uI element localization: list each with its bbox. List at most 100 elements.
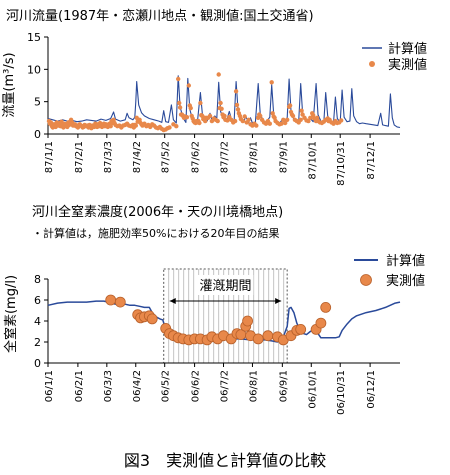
c1-x-tick-label: 87/10/1 [307,141,318,180]
c1-measured-point [186,83,191,88]
c1-y-tick-label: 0 [34,128,41,141]
c2-measured-point [315,317,327,329]
c1-measured-point [299,108,304,113]
c1-measured-point [290,113,296,119]
c2-x-tick-label: 06/8/1 [248,370,259,402]
c2-x-tick-label: 06/6/2 [191,370,202,402]
c2-x-tick-label: 06/5/2 [161,370,172,402]
figure-caption: 図3 実測値と計算値の比較 [124,451,326,470]
c1-measured-point [339,118,344,123]
c1-measured-point [254,123,259,128]
c2-y-tick-label: 6 [34,294,41,307]
c1-x-tick-label: 87/7/2 [220,141,231,173]
c1-measured-point [108,124,113,129]
c2-x-tick-label: 06/9/1 [278,370,289,402]
chart1-title: 河川流量(1987年・恋瀬川地点・観測値:国土交通省) [6,8,314,24]
c1-measured-point [218,100,223,106]
c1-measured-point [198,100,203,106]
c2-measured-point [320,301,332,313]
chart2-legend: 計算値 実測値 [354,253,425,289]
c1-measured-point [222,113,227,119]
c2-x-tick-label: 06/10/31 [336,370,347,415]
c1-measured-point [287,103,293,108]
c1-x-tick-label: 87/2/1 [74,141,85,173]
c1-measured-point [133,123,138,128]
c1-measured-point [203,118,208,124]
c1-measured-point [298,117,303,123]
c1-measured-point [167,125,172,130]
c1-measured-point [232,118,238,124]
c1-x-tick-label: 87/4/2 [132,141,143,173]
c2-x-tick-label: 06/10/1 [307,370,318,409]
c2-x-tick-label: 06/3/3 [103,370,114,402]
chart2-legend-calc-label: 計算値 [386,253,425,269]
c1-measured-point [233,89,239,94]
c1-measured-point [311,113,316,118]
c1-measured-point [197,120,202,126]
c2-x-tick-label: 06/4/2 [132,370,143,402]
c1-measured-point [272,115,277,121]
c1-measured-point [300,112,305,117]
c1-measured-point [314,115,320,121]
c2-measured-point [105,294,117,306]
c2-measured-point [146,313,158,325]
c2-measured-point [295,323,307,335]
c1-y-tick-label: 5 [34,96,41,109]
c1-measured-point [267,121,272,126]
chart1-legend: 計算値 実測値 [362,41,427,73]
c1-x-tick-label: 87/9/1 [278,141,289,173]
c1-measured-point [279,121,284,126]
c2-y-tick-label: 2 [34,336,41,349]
c1-measured-point [215,118,220,124]
c1-measured-point [177,105,183,110]
c2-measured-point [262,330,274,342]
c1-measured-point [219,106,224,112]
c1-measured-point [285,117,290,123]
c1-y-tick-label: 10 [27,63,41,76]
c1-x-tick-label: 87/10/31 [336,141,347,186]
chart1-ylabel: 流量(m³/s) [2,52,17,117]
c1-y-tick-label: 15 [27,31,41,44]
c1-x-tick-label: 87/3/3 [103,141,114,173]
chart1-legend-meas-label: 実測値 [388,57,427,73]
c1-x-tick-label: 87/8/1 [248,141,259,173]
c1-measured-point [225,118,230,123]
c2-x-tick-label: 06/7/2 [220,370,231,402]
c1-measured-point [176,76,181,82]
c1-x-tick-label: 87/1/1 [44,141,55,173]
c2-measured-point [252,333,264,345]
c1-measured-point [188,105,193,111]
chart2-legend-meas-label: 実測値 [386,273,425,289]
chart2-ylabel: 全窒素(mg/l) [3,275,19,353]
c1-measured-point [240,118,245,124]
c2-y-tick-label: 0 [34,357,41,370]
c1-measured-point [306,118,311,124]
c1-measured-point [242,114,247,119]
c1-measured-point [216,72,221,77]
c1-measured-point [258,113,263,119]
c1-x-tick-label: 87/12/1 [366,141,377,180]
c2-y-tick-label: 4 [34,315,41,328]
c1-measured-point [207,113,213,119]
c1-measured-point [184,115,190,120]
irrigation-period-label: 灌漑期間 [199,279,251,294]
c1-measured-point [283,120,288,126]
c1-measured-point [246,117,251,123]
c2-x-tick-label: 06/1/1 [44,370,55,402]
c2-x-tick-label: 06/12/1 [366,370,377,409]
c1-measured-point [234,102,240,108]
chart2-title: 河川全窒素濃度(2006年・天の川境橋地点) [32,204,283,220]
c1-x-tick-label: 87/5/2 [161,141,172,173]
chart2-legend-dot-sample [360,274,372,286]
chart1-legend-calc-label: 計算値 [388,41,427,57]
c2-measured-point [242,315,254,327]
c2-y-tick-label: 8 [34,273,41,286]
c1-x-tick-label: 87/6/2 [191,141,202,173]
c1-measured-point [177,100,182,106]
c1-measured-point [281,117,286,123]
c1-measured-point [269,80,274,85]
irrigation-label-bg [197,275,254,295]
c1-measured-point [235,107,241,112]
chart1-legend-dot-sample [369,61,375,67]
